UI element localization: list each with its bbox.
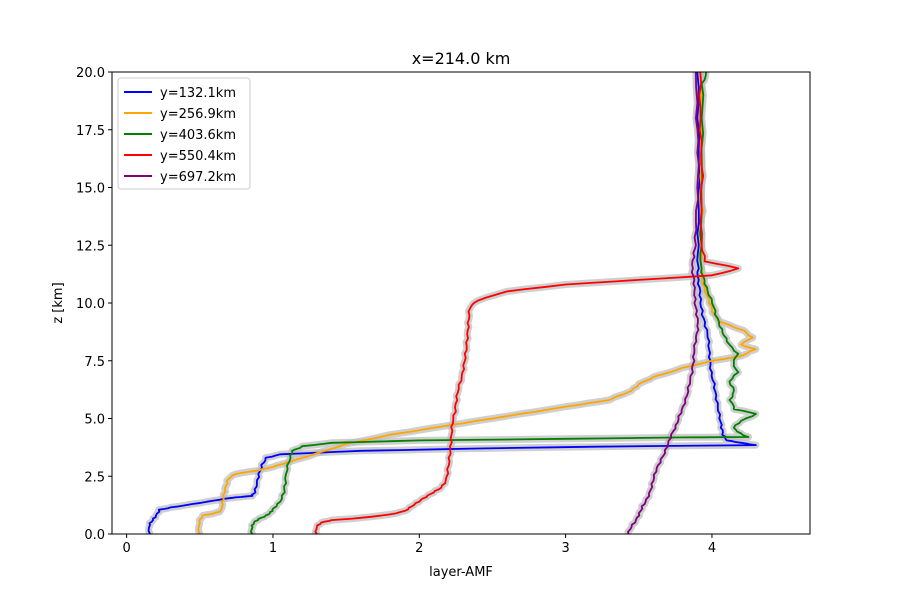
legend-box	[117, 77, 251, 190]
x-axis: 0 1 2 3 4	[122, 534, 716, 556]
legend-label: y=132.1km	[160, 86, 236, 101]
legend-label: y=403.6km	[160, 128, 236, 143]
y-tick-label: 17.5	[76, 124, 105, 139]
chart-title: x=214.0 km	[412, 49, 511, 68]
series-line	[197, 72, 757, 534]
y-tick-label: 15.0	[76, 182, 105, 197]
x-tick-label: 3	[561, 541, 569, 556]
legend: y=132.1km y=256.9km y=403.6km y=550.4km y=69…	[117, 77, 251, 190]
series-line	[147, 72, 757, 534]
y-tick-label: 20.0	[76, 66, 105, 81]
series-line	[627, 72, 700, 534]
series-lines	[147, 72, 757, 534]
y-tick-label: 12.5	[76, 239, 105, 254]
y-tick-label: 5.0	[84, 413, 105, 428]
x-tick-label: 1	[269, 541, 277, 556]
legend-label: y=256.9km	[160, 107, 236, 122]
y-tick-label: 10.0	[76, 297, 105, 312]
y-tick-label: 0.0	[84, 528, 105, 543]
series-line	[250, 72, 757, 534]
y-axis: 0.0 2.5 5.0 7.5 10.0 12.5 15.0 17.5 20.0	[76, 66, 112, 543]
legend-label: y=697.2km	[160, 170, 236, 185]
x-axis-title: layer-AMF	[429, 565, 493, 580]
x-tick-label: 0	[122, 541, 130, 556]
x-tick-label: 4	[708, 541, 716, 556]
legend-label: y=550.4km	[160, 149, 236, 164]
y-tick-label: 7.5	[84, 355, 105, 370]
y-tick-label: 2.5	[84, 470, 105, 485]
y-axis-title: z [km]	[51, 282, 66, 323]
x-tick-label: 2	[415, 541, 423, 556]
series-line	[314, 72, 740, 534]
